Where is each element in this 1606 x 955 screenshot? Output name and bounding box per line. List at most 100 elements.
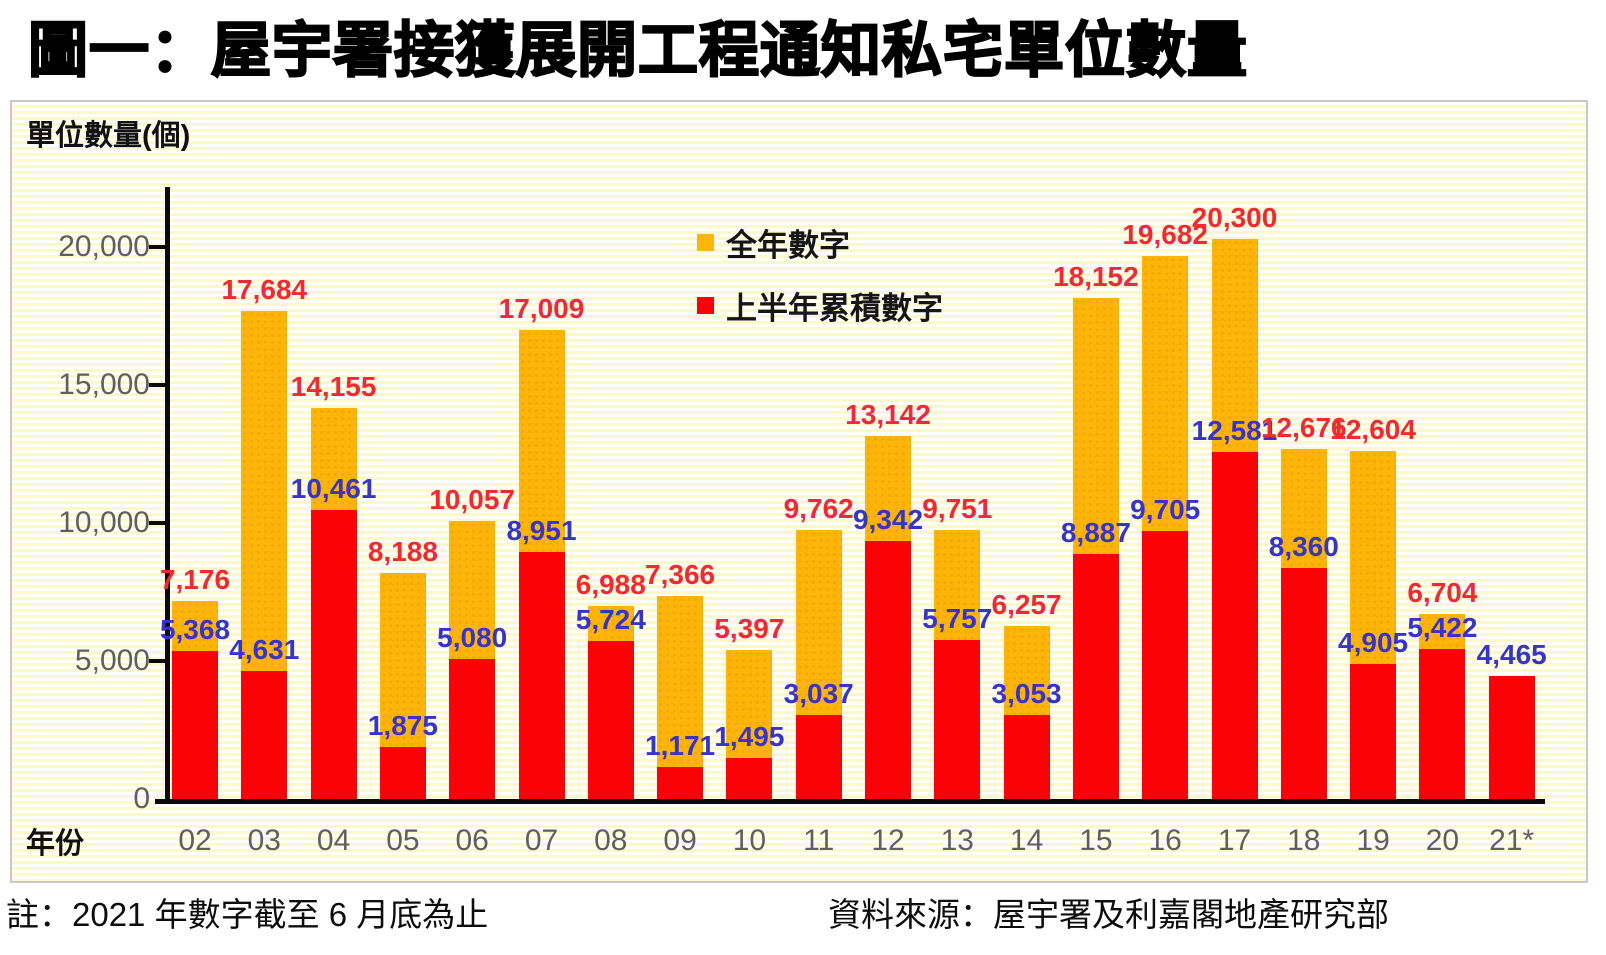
bar-half-year-02 — [172, 650, 218, 799]
label-full-year-19: 12,604 — [1330, 414, 1416, 446]
label-half-year-02: 5,368 — [159, 613, 231, 645]
label-full-year-15: 18,152 — [1053, 261, 1139, 292]
data-source: 資料來源：屋宇署及利嘉閣地產研究部 — [828, 896, 1389, 933]
x-tick-label-16: 16 — [1148, 824, 1182, 857]
bar-full-year-09 — [657, 595, 704, 799]
label-half-year-19: 4,905 — [1338, 626, 1409, 658]
label-full-year-10: 5,397 — [714, 613, 785, 645]
label-full-year-16: 19,682 — [1122, 218, 1208, 250]
y-tick-15000 — [149, 383, 165, 387]
x-tick-label-21*: 21* — [1489, 824, 1535, 857]
bar-half-year-18 — [1280, 568, 1327, 799]
y-tick-10000 — [149, 521, 165, 525]
bar-half-year-06 — [449, 658, 496, 799]
x-tick-label-10: 10 — [732, 824, 767, 857]
x-tick-label-18: 18 — [1287, 824, 1321, 857]
legend-swatch-full-year-icon — [697, 234, 714, 251]
label-half-year-18: 8,360 — [1268, 531, 1339, 563]
x-tick-label-06: 06 — [455, 824, 489, 857]
x-tick-label-14: 14 — [1009, 824, 1044, 857]
bar-half-year-07 — [518, 551, 565, 799]
label-half-year-14: 3,053 — [991, 677, 1062, 709]
x-tick-label-05: 05 — [386, 824, 420, 857]
label-full-year-11: 9,762 — [783, 492, 854, 524]
legend-label-half-year: 上半年累積數字 — [726, 291, 943, 326]
label-full-year-05: 8,188 — [367, 536, 438, 567]
x-axis-title: 年份 — [26, 828, 85, 860]
bar-half-year-11 — [795, 715, 842, 799]
x-tick-label-12: 12 — [871, 824, 905, 857]
label-half-year-16: 9,705 — [1130, 494, 1201, 526]
y-axis-title: 單位數量(個) — [26, 120, 191, 152]
legend-item-full-year: 全年數字 — [697, 220, 943, 265]
x-tick-label-19: 19 — [1356, 824, 1390, 857]
label-full-year-18: 12,676 — [1260, 412, 1347, 444]
label-half-year-11: 3,037 — [783, 678, 854, 710]
x-tick-label-07: 07 — [524, 824, 559, 857]
label-full-year-12: 13,142 — [845, 399, 931, 431]
label-half-year-17: 12,581 — [1191, 414, 1278, 446]
y-tick-label-15000: 15,000 — [58, 368, 150, 401]
bar-half-year-19 — [1350, 663, 1397, 799]
footnote: 註：2021 年數字截至 6 月底為止 — [6, 896, 489, 933]
bar-half-year-14 — [1003, 714, 1050, 799]
label-half-year-12: 9,342 — [852, 504, 924, 536]
label-half-year-10: 1,495 — [714, 720, 785, 752]
label-half-year-07: 8,951 — [506, 514, 577, 546]
label-full-year-06: 10,057 — [429, 484, 515, 516]
bar-half-year-12 — [865, 541, 911, 799]
bar-half-year-10 — [726, 757, 773, 799]
legend-swatch-half-year-icon — [697, 297, 714, 314]
label-full-year-17: 20,300 — [1191, 201, 1278, 233]
y-axis-line — [165, 187, 170, 804]
label-full-year-03: 17,684 — [221, 273, 308, 305]
page-title: 圖一：屋宇署接獲展開工程通知私宅單位數量 — [27, 15, 1248, 87]
bar-half-year-09 — [657, 766, 704, 799]
bar-half-year-16 — [1142, 531, 1189, 799]
x-tick-label-17: 17 — [1217, 824, 1252, 857]
label-half-year-09: 1,171 — [645, 729, 716, 761]
bar-half-year-08 — [587, 641, 634, 799]
label-half-year-03: 4,631 — [229, 634, 300, 666]
label-half-year-15: 8,887 — [1060, 516, 1131, 548]
label-half-year-04: 10,461 — [290, 473, 377, 505]
label-full-year-09: 7,366 — [645, 558, 716, 590]
bar-half-year-15 — [1072, 553, 1119, 799]
label-half-year-21*: 4,465 — [1476, 638, 1547, 670]
y-tick-20000 — [149, 245, 165, 249]
x-tick-label-02: 02 — [178, 824, 212, 857]
bar-half-year-04 — [310, 510, 357, 799]
chart-panel: 單位數量(個) 年份 全年數字 上半年累積數字 0 5,000 10,000 15,0… — [10, 100, 1588, 883]
x-tick-label-03: 03 — [247, 824, 281, 857]
legend-item-half-year: 上半年累積數字 — [697, 283, 943, 328]
label-half-year-05: 1,875 — [367, 710, 438, 742]
label-full-year-02: 7,176 — [159, 563, 231, 595]
bar-half-year-17 — [1211, 451, 1258, 799]
legend: 全年數字 上半年累積數字 — [697, 220, 943, 346]
label-full-year-13: 9,751 — [922, 492, 993, 524]
bar-half-year-13 — [934, 640, 981, 799]
bar-half-year-05 — [379, 747, 426, 799]
label-full-year-07: 17,009 — [498, 292, 585, 324]
label-half-year-13: 5,757 — [922, 603, 993, 635]
bar-half-year-03 — [241, 671, 288, 799]
x-tick-label-20: 20 — [1425, 824, 1460, 857]
x-tick-label-04: 04 — [316, 824, 351, 857]
label-full-year-20: 6,704 — [1407, 576, 1478, 608]
y-tick-label-5000: 5,000 — [74, 644, 150, 677]
legend-label-full-year: 全年數字 — [726, 228, 850, 263]
y-tick-label-10000: 10,000 — [58, 506, 150, 539]
x-axis-line — [155, 799, 1545, 804]
y-tick-5000 — [149, 659, 165, 663]
label-full-year-08: 6,988 — [575, 569, 646, 601]
y-tick-label-20000: 20,000 — [58, 230, 150, 263]
x-tick-label-08: 08 — [594, 824, 628, 857]
bar-half-year-21* — [1488, 675, 1535, 799]
x-tick-label-09: 09 — [663, 824, 697, 857]
label-full-year-14: 6,257 — [991, 589, 1062, 621]
x-tick-label-15: 15 — [1079, 824, 1113, 857]
x-tick-label-11: 11 — [803, 824, 835, 857]
x-tick-label-13: 13 — [940, 824, 974, 857]
label-half-year-20: 5,422 — [1407, 612, 1478, 644]
label-half-year-06: 5,080 — [437, 621, 508, 653]
